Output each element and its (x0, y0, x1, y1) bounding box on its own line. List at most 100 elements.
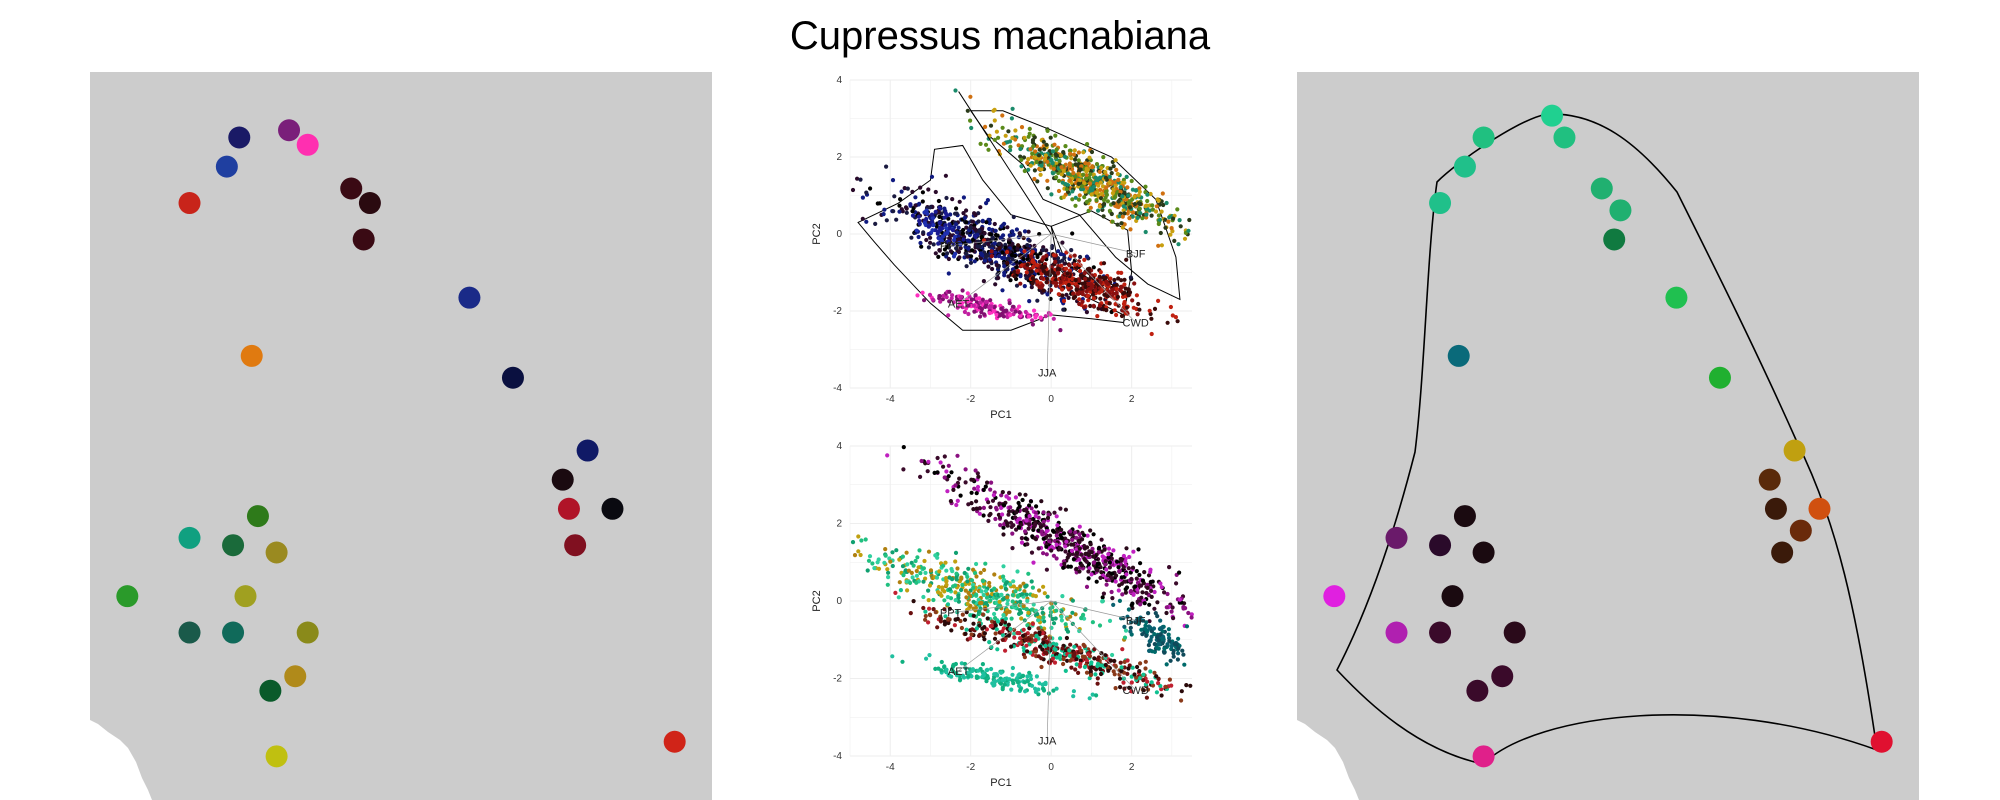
point-c0-591 (1032, 536, 1038, 541)
point-c2-188 (987, 640, 992, 645)
point-c2-295 (1135, 664, 1140, 670)
point-c1-387 (974, 574, 979, 579)
point-c2-348 (1089, 273, 1094, 278)
point-c1-86 (913, 558, 918, 564)
point-c1-205 (1029, 579, 1034, 584)
point-c0-457 (1017, 492, 1022, 497)
point-c2-356 (1082, 664, 1087, 670)
point-c4-108 (1165, 642, 1170, 647)
point-c2-215 (1078, 658, 1083, 663)
point-c1-533 (941, 252, 946, 257)
point-c3-70 (976, 668, 981, 673)
point-c2-251 (1064, 635, 1069, 641)
vector-label-2: CWD (1123, 685, 1149, 697)
point-c2-7 (1078, 268, 1083, 274)
point-c2-359 (1073, 667, 1078, 672)
point-c1-418 (924, 237, 929, 243)
map-patch-24 (296, 621, 319, 644)
point-c1-408 (911, 563, 916, 568)
point-c4-81 (1147, 639, 1152, 644)
point-c1-383 (1070, 598, 1075, 603)
point-c2-78 (1074, 662, 1079, 667)
point-c2-32 (1122, 686, 1127, 691)
point-c1-455 (992, 221, 997, 227)
map-patch-6 (1609, 199, 1632, 222)
point-c0-592 (1094, 198, 1099, 203)
point-c1-278 (1015, 569, 1020, 574)
point-c1-38 (926, 549, 932, 554)
point-c0-692 (1087, 181, 1093, 186)
point-c1-30 (1048, 613, 1053, 618)
point-c0-642 (1037, 521, 1042, 526)
vector-line-0 (950, 233, 1052, 246)
point-c0-54 (1129, 178, 1134, 184)
point-c2-374 (1088, 282, 1094, 287)
point-c3-108 (1028, 676, 1034, 682)
point-c0-549 (1158, 581, 1163, 586)
point-c1-684 (977, 244, 982, 249)
point-c1-299 (1063, 622, 1068, 627)
point-c0-336 (969, 125, 974, 131)
point-c1-682 (996, 254, 1001, 259)
y-tick-label-4: 4 (836, 441, 842, 452)
point-c2-315 (1057, 653, 1062, 658)
point-c4-38 (1168, 658, 1173, 663)
point-c2-349 (1149, 331, 1154, 337)
point-c0-258 (1063, 507, 1068, 512)
point-c0-350 (1134, 569, 1139, 574)
point-c0-225 (1086, 576, 1091, 581)
point-c0-675 (1118, 185, 1123, 190)
map-background (90, 72, 712, 800)
point-c4-48 (929, 212, 935, 217)
vector-line-5 (958, 91, 1052, 235)
point-c0-516 (1088, 542, 1093, 547)
point-c2-71 (1077, 278, 1082, 283)
point-c1-691 (972, 226, 977, 231)
point-c3-75 (1034, 674, 1039, 679)
point-c2-438 (1154, 690, 1159, 695)
point-c4-110 (1156, 638, 1161, 643)
point-c3-38 (985, 667, 990, 672)
point-c0-428 (993, 516, 998, 522)
point-c2-313 (1052, 253, 1057, 258)
point-c1-55 (1011, 579, 1016, 584)
map-patch-1 (1553, 126, 1576, 149)
point-c2-367 (1034, 268, 1039, 273)
point-c1-110 (858, 552, 863, 558)
map-patch-12 (551, 468, 574, 491)
point-c1-266 (1019, 616, 1024, 621)
point-c3-139 (1008, 313, 1013, 318)
map-patch-28 (663, 730, 686, 753)
point-c1-193 (976, 597, 981, 602)
point-c2-206 (1108, 276, 1113, 281)
point-c1-317 (894, 548, 899, 553)
point-c2-132 (1053, 273, 1058, 279)
point-c0-603 (1116, 199, 1121, 204)
point-c1-401 (979, 589, 984, 594)
point-c1-388 (937, 569, 942, 574)
point-c2-445 (974, 626, 979, 631)
point-c0-592 (1129, 576, 1134, 582)
point-c3-55 (992, 679, 997, 684)
point-c2-400 (1088, 672, 1094, 678)
point-c2-319 (1003, 648, 1008, 653)
point-c3-145 (987, 310, 992, 316)
point-c1-381 (943, 560, 948, 565)
point-c0-50 (957, 476, 962, 481)
point-c4-40 (922, 220, 927, 226)
map-patch-11 (1783, 439, 1806, 462)
point-c3-152 (959, 661, 964, 666)
point-c2-378 (982, 637, 987, 642)
point-c1-328 (970, 582, 976, 587)
point-c0-570 (1103, 562, 1108, 567)
point-c0-640 (1109, 211, 1114, 217)
point-c2-182 (1148, 669, 1153, 674)
point-c0-216 (901, 467, 906, 472)
point-c0-634 (1091, 554, 1096, 559)
point-c2-74 (1165, 320, 1170, 325)
point-c0-591 (1101, 198, 1107, 203)
map-patch-27 (1466, 679, 1489, 702)
point-c2-150 (1052, 660, 1058, 665)
point-c3-149 (951, 663, 956, 669)
point-c1-656 (1002, 273, 1007, 278)
